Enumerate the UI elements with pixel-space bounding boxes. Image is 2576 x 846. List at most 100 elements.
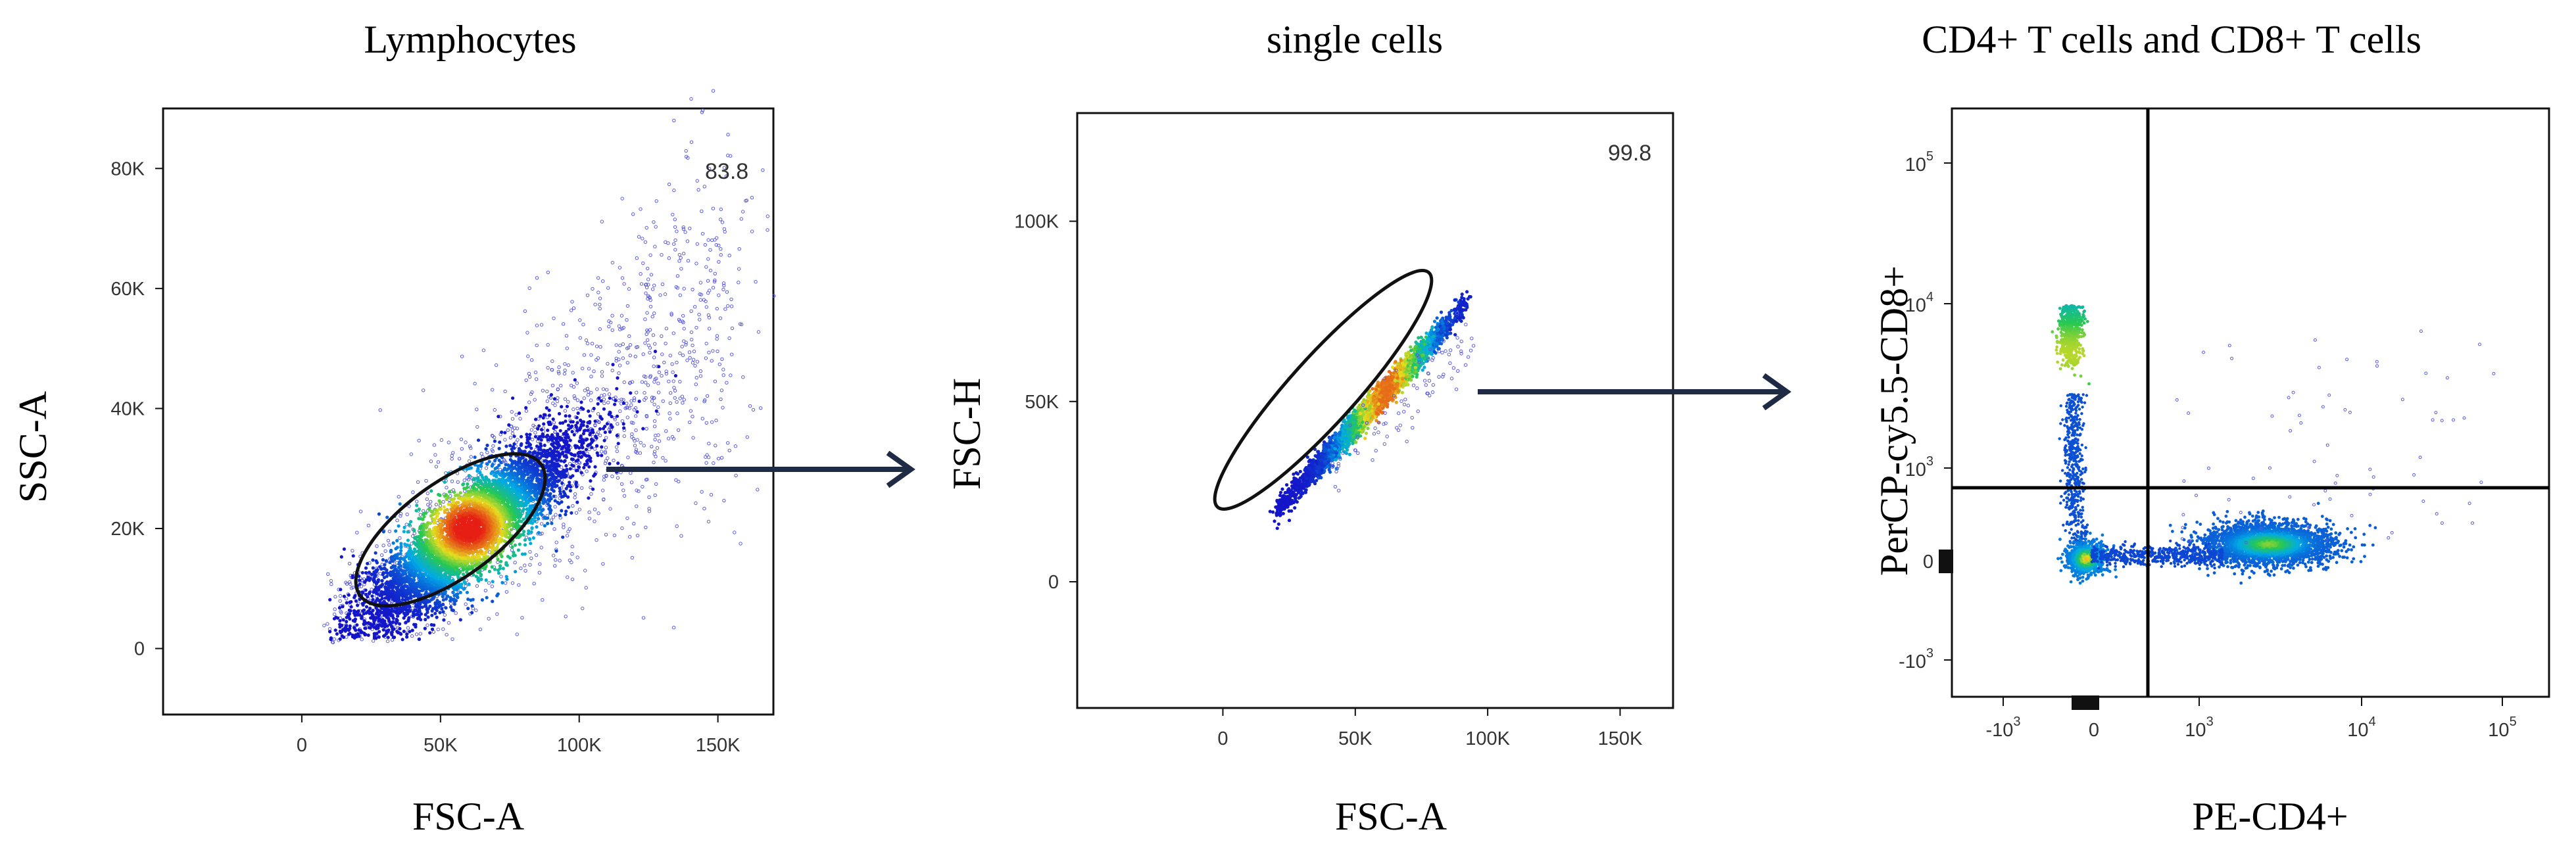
scatter-point xyxy=(666,436,671,440)
scatter-point xyxy=(528,433,532,436)
scatter-point xyxy=(539,546,543,550)
scatter-point xyxy=(533,516,537,520)
scatter-point xyxy=(738,322,742,326)
scatter-point xyxy=(344,580,348,584)
scatter-point xyxy=(634,414,638,418)
scatter-point xyxy=(677,317,681,321)
scatter-point xyxy=(627,287,631,291)
scatter-point xyxy=(417,438,421,442)
scatter-point xyxy=(719,397,723,401)
scatter-point xyxy=(748,404,752,408)
scatter-point xyxy=(374,551,377,555)
scatter-point xyxy=(610,475,614,479)
scatter-point xyxy=(688,226,692,231)
scatter-point xyxy=(554,425,558,429)
scatter-point xyxy=(625,318,629,322)
scatter-point xyxy=(726,441,730,445)
scatter-point xyxy=(417,517,421,521)
scatter-point xyxy=(669,391,673,395)
scatter-point xyxy=(425,497,429,501)
scatter-point xyxy=(621,356,625,360)
scatter-point xyxy=(443,613,447,617)
scatter-point xyxy=(530,479,534,482)
scatter-point xyxy=(578,318,582,322)
scatter-point xyxy=(326,622,329,626)
scatter-point xyxy=(434,502,439,507)
scatter-point xyxy=(459,506,463,510)
scatter-point xyxy=(531,536,535,540)
scatter-point xyxy=(650,315,654,319)
scatter-point xyxy=(553,430,557,435)
scatter-point xyxy=(625,415,629,419)
scatter-point xyxy=(575,381,579,385)
scatter-point xyxy=(566,529,570,534)
scatter-point xyxy=(682,398,686,402)
scatter-point xyxy=(561,322,566,326)
scatter-point xyxy=(564,414,568,418)
scatter-point xyxy=(654,482,658,486)
scatter-point xyxy=(711,206,716,210)
scatter-point xyxy=(438,611,442,615)
scatter-point xyxy=(526,354,530,358)
scatter-point xyxy=(573,396,577,400)
scatter-point xyxy=(606,286,610,290)
scatter-point xyxy=(653,245,657,248)
scatter-point xyxy=(578,336,582,340)
scatter-point xyxy=(511,553,516,558)
scatter-point xyxy=(550,433,554,437)
scatter-point xyxy=(529,358,534,362)
scatter-point xyxy=(385,515,389,519)
scatter-point xyxy=(599,399,603,403)
scatter-point xyxy=(681,227,686,231)
scatter-point xyxy=(355,623,359,627)
scatter-point xyxy=(550,438,554,442)
scatter-point xyxy=(347,561,352,565)
scatter-point xyxy=(417,637,422,642)
scatter-point xyxy=(556,396,560,400)
scatter-point xyxy=(484,550,488,554)
scatter-point xyxy=(493,439,497,443)
scatter-point xyxy=(678,351,682,356)
scatter-point xyxy=(575,406,579,411)
scatter-point xyxy=(611,363,615,367)
scatter-point xyxy=(635,256,639,260)
scatter-point xyxy=(348,617,352,621)
scatter-point xyxy=(699,293,704,296)
scatter-point xyxy=(575,500,579,504)
scatter-point xyxy=(395,586,399,590)
scatter-point xyxy=(663,292,668,296)
scatter-point xyxy=(671,212,675,217)
scatter-point xyxy=(504,575,508,578)
scatter-point xyxy=(694,262,698,266)
scatter-point xyxy=(607,325,611,329)
scatter-point xyxy=(602,397,606,402)
scatter-point xyxy=(675,411,679,415)
scatter-point xyxy=(600,220,604,223)
scatter-point xyxy=(399,564,402,568)
scatter-point xyxy=(643,390,646,395)
scatter-point xyxy=(535,276,539,280)
scatter-point xyxy=(488,485,492,489)
scatter-point xyxy=(394,529,398,533)
scatter-point xyxy=(618,364,622,367)
scatter-point xyxy=(678,396,682,400)
scatter-point xyxy=(657,365,661,369)
scatter-point xyxy=(598,345,602,349)
scatter-point xyxy=(557,365,561,369)
scatter-point xyxy=(456,480,460,484)
scatter-point xyxy=(399,560,402,564)
scatter-points xyxy=(322,89,776,645)
scatter-point xyxy=(668,354,672,358)
scatter-point xyxy=(493,408,497,412)
scatter-point xyxy=(589,398,593,402)
scatter-point xyxy=(693,305,697,309)
scatter-point xyxy=(617,358,621,362)
scatter-point xyxy=(643,240,648,244)
scatter-point xyxy=(602,438,606,442)
scatter-point xyxy=(706,291,710,295)
scatter-point xyxy=(574,446,578,450)
chart-title: Lymphocytes xyxy=(364,18,576,61)
scatter-point xyxy=(684,149,688,153)
scatter-point xyxy=(737,247,741,251)
scatter-point xyxy=(637,235,641,239)
